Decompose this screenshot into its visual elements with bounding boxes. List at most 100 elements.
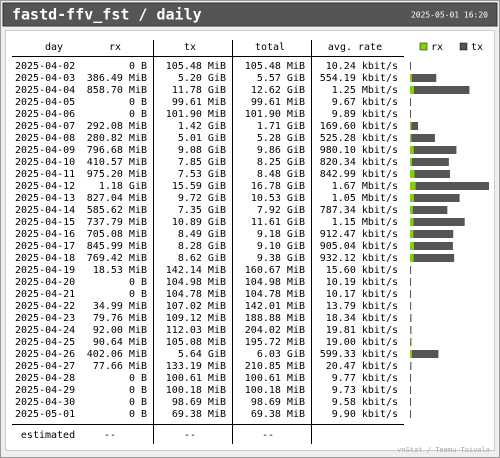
day-cell: 2025-04-28	[15, 373, 75, 384]
avg-rate-cell: 912.47 kbit/s	[320, 229, 398, 240]
tx-cell: 104.98 MiB	[166, 277, 226, 288]
rx-bar	[410, 230, 414, 238]
rx-bar	[410, 74, 412, 82]
tx-bar	[413, 86, 470, 94]
total-cell: 160.67 MiB	[245, 265, 305, 276]
total-cell: 69.38 MiB	[251, 409, 305, 420]
rx-bar	[410, 146, 414, 154]
total-cell: 12.62 GiB	[251, 85, 305, 96]
tx-cell: 98.69 MiB	[172, 397, 226, 408]
rx-cell: 0 B	[129, 373, 147, 384]
rx-cell: 0 B	[129, 277, 147, 288]
tx-bar	[413, 146, 457, 154]
total-cell: 104.78 MiB	[245, 289, 305, 300]
tx-cell: 9.08 GiB	[178, 145, 226, 156]
avg-rate-cell: 9.67 kbit/s	[332, 97, 398, 108]
title-bar	[2, 2, 498, 27]
tx-bar	[410, 98, 411, 106]
rx-cell: 845.99 MiB	[87, 241, 147, 252]
rx-cell: 410.57 MiB	[87, 157, 147, 168]
tx-cell: 8.49 GiB	[178, 229, 226, 240]
avg-rate-cell: 599.33 kbit/s	[320, 349, 398, 360]
day-cell: 2025-04-29	[15, 385, 75, 396]
avg-rate-cell: 554.19 kbit/s	[320, 73, 398, 84]
day-cell: 2025-04-08	[15, 133, 75, 144]
rx-bar	[410, 182, 416, 190]
rx-bar	[410, 194, 414, 202]
rx-cell: 79.76 MiB	[93, 313, 147, 324]
avg-rate-cell: 932.12 kbit/s	[320, 253, 398, 264]
rx-bar	[410, 218, 414, 226]
avg-rate-cell: 1.15 Mbit/s	[332, 217, 398, 228]
tx-bar	[413, 242, 453, 250]
total-cell: 5.28 GiB	[257, 133, 305, 144]
tx-cell: 104.78 MiB	[166, 289, 226, 300]
tx-bar	[410, 62, 411, 70]
tx-bar	[411, 122, 419, 130]
tx-cell: 99.61 MiB	[172, 97, 226, 108]
estimated-cell: --	[184, 430, 196, 441]
rx-bar	[410, 242, 414, 250]
tx-bar	[411, 134, 435, 142]
tx-cell: 7.85 GiB	[178, 157, 226, 168]
column-header: tx	[184, 42, 196, 53]
rx-cell: 292.08 MiB	[87, 121, 147, 132]
rx-cell: 0 B	[129, 409, 147, 420]
tx-bar	[410, 326, 412, 334]
rx-cell: 280.82 MiB	[87, 133, 147, 144]
tx-cell: 8.28 GiB	[178, 241, 226, 252]
tx-cell: 5.64 GiB	[178, 349, 226, 360]
tx-cell: 105.08 MiB	[166, 337, 226, 348]
avg-rate-cell: 13.79 kbit/s	[326, 301, 398, 312]
tx-bar	[413, 230, 454, 238]
tx-bar	[411, 350, 439, 358]
timestamp: 2025-05-01 16:20	[411, 11, 488, 20]
tx-cell: 7.53 GiB	[178, 169, 226, 180]
avg-rate-cell: 9.89 kbit/s	[332, 109, 398, 120]
column-header: avg. rate	[328, 42, 382, 53]
tx-bar	[410, 290, 411, 298]
rx-cell: 827.04 MiB	[87, 193, 147, 204]
avg-rate-cell: 525.28 kbit/s	[320, 133, 398, 144]
tx-cell: 69.38 MiB	[172, 409, 226, 420]
rx-bar	[410, 254, 414, 262]
tx-cell: 107.02 MiB	[166, 301, 226, 312]
rx-bar	[410, 206, 413, 214]
total-cell: 11.61 GiB	[251, 217, 305, 228]
tx-bar	[411, 74, 437, 82]
total-cell: 101.90 MiB	[245, 109, 305, 120]
avg-rate-cell: 9.90 kbit/s	[332, 409, 398, 420]
avg-rate-cell: 787.34 kbit/s	[320, 205, 398, 216]
rx-cell: 975.20 MiB	[87, 169, 147, 180]
estimated-cell: estimated	[21, 430, 75, 441]
total-cell: 195.72 MiB	[245, 337, 305, 348]
total-cell: 10.53 GiB	[251, 193, 305, 204]
legend-label: tx	[471, 42, 483, 53]
total-cell: 1.71 GiB	[257, 121, 305, 132]
tx-bar	[413, 194, 460, 202]
tx-bar	[411, 158, 449, 166]
avg-rate-cell: 10.19 kbit/s	[326, 277, 398, 288]
legend-swatch	[459, 42, 468, 51]
tx-cell: 101.90 MiB	[166, 109, 226, 120]
day-cell: 2025-04-14	[15, 205, 75, 216]
day-cell: 2025-04-06	[15, 109, 75, 120]
day-cell: 2025-04-26	[15, 349, 75, 360]
avg-rate-cell: 905.04 kbit/s	[320, 241, 398, 252]
day-cell: 2025-05-01	[15, 409, 75, 420]
rx-cell: 0 B	[129, 289, 147, 300]
avg-rate-cell: 1.25 Mbit/s	[332, 85, 398, 96]
day-cell: 2025-04-18	[15, 253, 75, 264]
day-cell: 2025-04-17	[15, 241, 75, 252]
day-cell: 2025-04-02	[15, 61, 75, 72]
day-cell: 2025-04-07	[15, 121, 75, 132]
total-cell: 5.57 GiB	[257, 73, 305, 84]
day-cell: 2025-04-13	[15, 193, 75, 204]
total-cell: 105.48 MiB	[245, 61, 305, 72]
rx-cell: 0 B	[129, 397, 147, 408]
total-cell: 7.92 GiB	[257, 205, 305, 216]
tx-bar	[410, 362, 412, 370]
tx-cell: 11.78 GiB	[172, 85, 226, 96]
panel	[5, 30, 495, 451]
day-cell: 2025-04-11	[15, 169, 75, 180]
